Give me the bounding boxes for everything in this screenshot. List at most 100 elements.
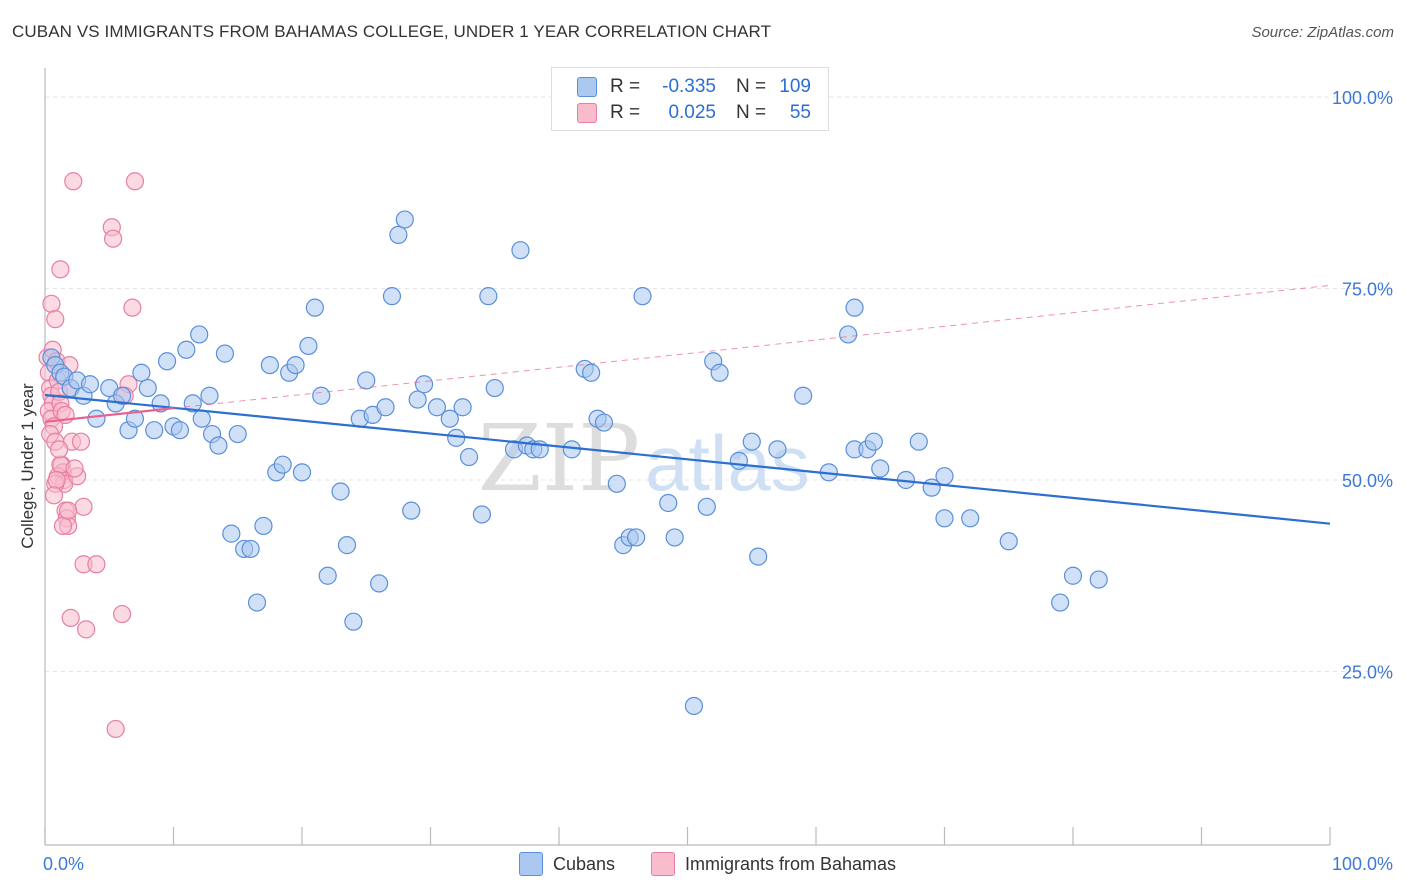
point-cubans [453,398,472,417]
point-cubans [472,505,491,524]
point-cubans [414,375,434,394]
legend-n-value: 55 [789,102,811,123]
point-cubans [132,363,151,382]
correlation-legend: R = -0.335 N = 109 R = 0.025 N = 55 [551,67,829,131]
point-cubans [344,612,363,631]
point-cubans [299,336,318,356]
point-cubans [1089,570,1108,589]
legend-label-cubans: Cubans [553,853,616,874]
point-cubans [305,298,324,317]
chart-title: CUBAN VS IMMIGRANTS FROM BAHAMAS COLLEGE… [12,22,772,41]
point-cubans [607,474,626,493]
point-cubans [935,509,954,528]
x-tick-label: 0.0% [43,854,84,874]
point-bahamas [64,172,83,191]
legend-r-label: R = [610,76,641,97]
point-cubans [794,386,813,405]
point-cubans [112,386,132,405]
point-cubans [215,344,234,363]
point-cubans [331,482,350,501]
point-cubans [1063,566,1083,585]
legend-item-bahamas[interactable]: Immigrants from Bahamas [651,852,896,876]
point-cubans [999,532,1018,551]
point-bahamas [50,440,69,459]
point-bahamas [46,310,65,329]
point-cubans [479,287,498,306]
series-cubans-points [42,210,1108,716]
point-cubans [402,501,421,520]
point-cubans [247,593,267,612]
point-cubans [511,241,530,260]
point-bahamas [61,608,80,627]
legend-n-label: N = [736,76,767,97]
x-tick-label: 100.0% [1332,854,1393,874]
point-bahamas [87,555,106,574]
point-cubans [697,497,716,516]
point-cubans [684,696,704,716]
point-bahamas [71,432,91,451]
point-bahamas [123,298,142,317]
point-bahamas [59,501,78,520]
legend-row-bahamas: R = 0.025 N = 55 [577,102,811,124]
point-cubans [659,493,678,513]
watermark: ZIP atlas [478,405,810,512]
point-cubans [80,375,100,394]
point-cubans [594,413,614,432]
point-cubans [209,436,228,455]
point-cubans [241,539,260,559]
point-bahamas [74,497,93,516]
point-cubans [459,447,479,467]
legend-swatch-bahamas [577,103,597,123]
legend-n-label: N = [736,102,767,123]
point-bahamas [42,294,61,313]
point-cubans [370,574,389,593]
point-cubans [1051,593,1070,612]
point-cubans [145,421,164,440]
y-tick-label: 50.0% [1342,471,1393,491]
point-cubans [376,398,395,417]
point-cubans [864,432,883,451]
y-tick-label: 75.0% [1342,280,1393,300]
point-cubans [440,409,459,428]
point-cubans [749,547,768,566]
point-cubans [961,509,980,528]
point-cubans [125,409,145,428]
point-cubans [427,398,447,417]
point-cubans [157,352,177,371]
point-cubans [389,225,408,244]
point-cubans [909,432,928,451]
point-cubans [845,298,864,317]
x-tick-labels: 0.0% 100.0% [43,854,1393,874]
point-bahamas [104,229,123,248]
point-cubans [170,421,190,440]
legend-r-value: 0.025 [668,102,716,123]
legend-row-cubans: R = -0.335 N = 109 [577,76,811,98]
legend-swatch-bahamas [651,852,675,876]
legend-r-label: R = [610,102,641,123]
point-bahamas [47,470,66,490]
legend-item-cubans[interactable]: Cubans [519,852,615,876]
point-cubans [742,432,761,451]
point-cubans [254,516,273,536]
legend-label-bahamas: Immigrants from Bahamas [685,853,897,874]
point-cubans [273,455,292,474]
point-cubans [312,386,331,405]
point-cubans [190,325,209,344]
point-bahamas [65,459,84,478]
point-cubans [395,210,414,229]
legend-n-value: 109 [779,76,811,97]
point-cubans [286,356,305,375]
point-cubans [935,467,954,486]
trend-line-bahamas-extension [173,284,1331,409]
y-tick-label: 25.0% [1342,663,1393,683]
point-cubans [485,378,504,398]
point-cubans [871,459,890,478]
point-cubans [192,409,211,428]
point-cubans [337,536,357,555]
series-legend: Cubans Immigrants from Bahamas [0,852,1406,876]
point-bahamas [77,620,96,639]
point-bahamas [125,172,145,191]
point-cubans [768,440,787,459]
point-cubans [318,566,337,585]
